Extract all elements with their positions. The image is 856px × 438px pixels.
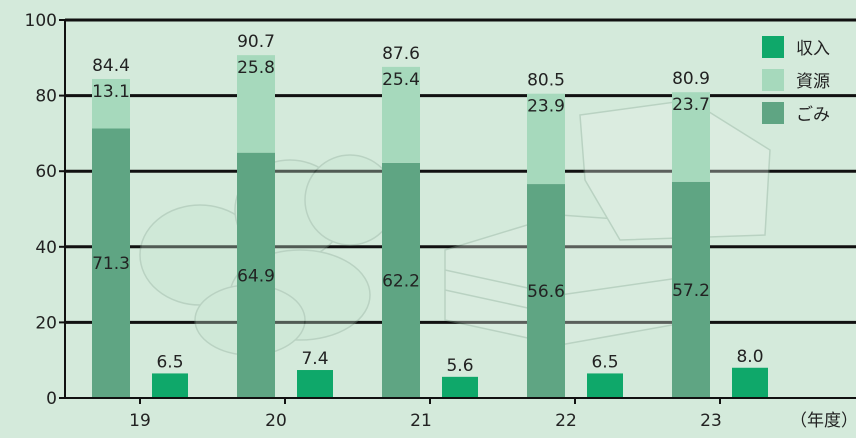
x-tick-label-20: 20 xyxy=(265,411,287,431)
data-labels-layer: 71.3 13.1 84.4 6.5 64.9 25.8 90.7 7.4 62.2 25.4 87… xyxy=(92,32,763,376)
value-label-資源-21: 25.4 xyxy=(382,70,420,90)
bars-layer xyxy=(92,55,768,398)
legend-label-ごみ: ごみ xyxy=(796,105,830,125)
x-tick-label-23: 23 xyxy=(700,411,722,431)
y-tick-label-40: 40 xyxy=(35,238,57,258)
value-label-ごみ-23: 57.2 xyxy=(672,281,710,301)
legend-label-収入: 収入 xyxy=(796,39,830,59)
value-label-収入-21: 5.6 xyxy=(446,356,473,376)
y-tick-label-20: 20 xyxy=(35,313,57,333)
total-label-21: 87.6 xyxy=(382,44,420,64)
value-label-収入-19: 6.5 xyxy=(156,352,183,372)
total-label-19: 84.4 xyxy=(92,56,130,76)
legend-swatch-収入 xyxy=(762,36,784,58)
bar-ごみ-20 xyxy=(237,152,275,398)
value-label-ごみ-21: 62.2 xyxy=(382,271,420,291)
value-label-資源-19: 13.1 xyxy=(92,82,130,102)
bar-収入-20 xyxy=(297,370,333,398)
legend-label-資源: 資源 xyxy=(796,72,830,92)
axes-layer: 0 20 40 60 80 100 19 20 21 22 23 （年度） xyxy=(25,11,856,431)
value-label-ごみ-22: 56.6 xyxy=(527,282,565,302)
y-tick-label-60: 60 xyxy=(35,162,57,182)
legend-swatch-資源 xyxy=(762,69,784,91)
bar-資源-21 xyxy=(382,66,420,163)
bar-資源-20 xyxy=(237,55,275,153)
legend-swatch-ごみ xyxy=(762,102,784,124)
y-tick-label-0: 0 xyxy=(46,389,57,409)
bar-資源-23 xyxy=(672,92,710,182)
bar-資源-19 xyxy=(92,78,130,129)
gridlines xyxy=(65,18,856,324)
background-illustrations xyxy=(139,99,771,356)
bar-収入-21 xyxy=(442,376,478,398)
y-tick-label-100: 100 xyxy=(25,11,57,31)
total-label-22: 80.5 xyxy=(527,71,565,91)
value-label-収入-20: 7.4 xyxy=(301,349,328,369)
x-tick-label-22: 22 xyxy=(555,411,577,431)
value-label-収入-22: 6.5 xyxy=(591,352,618,372)
bar-ごみ-19 xyxy=(92,128,130,398)
value-label-ごみ-19: 71.3 xyxy=(92,254,130,274)
bar-収入-22 xyxy=(587,373,623,398)
x-axis-title: （年度） xyxy=(790,411,856,431)
bar-収入-19 xyxy=(152,373,188,398)
total-label-23: 80.9 xyxy=(672,69,710,89)
bar-ごみ-21 xyxy=(382,162,420,398)
bar-ごみ-22 xyxy=(527,184,565,398)
value-label-資源-22: 23.9 xyxy=(527,97,565,117)
y-tick-label-80: 80 xyxy=(35,87,57,107)
bar-収入-23 xyxy=(732,367,768,398)
value-label-資源-20: 25.8 xyxy=(237,58,275,78)
value-label-ごみ-20: 64.9 xyxy=(237,266,275,286)
x-tick-label-19: 19 xyxy=(129,411,151,431)
value-label-資源-23: 23.7 xyxy=(672,95,710,115)
bar-資源-22 xyxy=(527,93,565,185)
bar-ごみ-23 xyxy=(672,181,710,398)
value-label-収入-23: 8.0 xyxy=(736,347,763,367)
x-tick-label-21: 21 xyxy=(410,411,432,431)
total-label-20: 90.7 xyxy=(237,32,275,52)
